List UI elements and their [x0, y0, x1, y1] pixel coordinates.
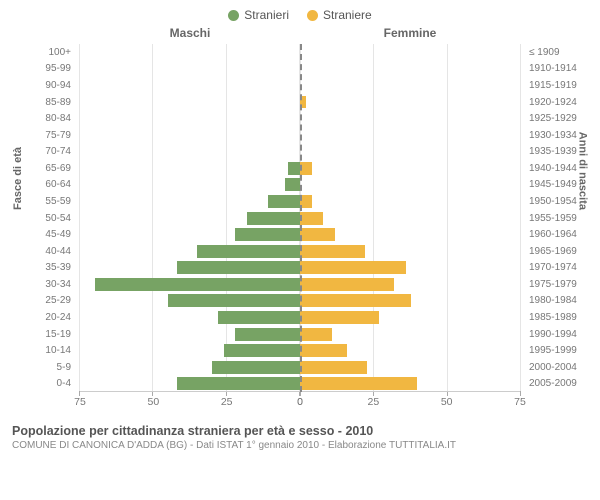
year-label: 1985-1989 — [525, 309, 580, 326]
plot-area — [80, 44, 520, 392]
chart-title: Popolazione per cittadinanza straniera p… — [12, 424, 588, 438]
female-bar — [300, 261, 406, 274]
birth-year-labels: ≤ 19091910-19141915-19191920-19241925-19… — [525, 44, 580, 392]
x-tick-label: 75 — [514, 396, 526, 408]
x-tick-label: 50 — [148, 396, 160, 408]
year-label: 1950-1954 — [525, 193, 580, 210]
year-label: 1930-1934 — [525, 127, 580, 144]
age-label: 95-99 — [20, 61, 75, 78]
year-label: 1925-1929 — [525, 110, 580, 127]
year-label: 1915-1919 — [525, 77, 580, 94]
footer: Popolazione per cittadinanza straniera p… — [0, 424, 600, 451]
age-label: 55-59 — [20, 193, 75, 210]
year-label: 2005-2009 — [525, 376, 580, 393]
year-label: 1995-1999 — [525, 342, 580, 359]
x-tick-label: 50 — [441, 396, 453, 408]
age-label: 45-49 — [20, 226, 75, 243]
female-bar — [300, 212, 323, 225]
year-label: 1945-1949 — [525, 177, 580, 194]
x-tick-label: 75 — [74, 396, 86, 408]
age-label: 10-14 — [20, 342, 75, 359]
year-label: 1920-1924 — [525, 94, 580, 111]
male-bar — [285, 178, 300, 191]
male-bar — [218, 311, 300, 324]
age-label: 20-24 — [20, 309, 75, 326]
x-ticks-left: 0255075 — [80, 396, 300, 410]
age-label: 5-9 — [20, 359, 75, 376]
age-label: 80-84 — [20, 110, 75, 127]
female-bar — [300, 328, 332, 341]
age-label: 75-79 — [20, 127, 75, 144]
age-label: 100+ — [20, 44, 75, 61]
female-bar — [300, 245, 365, 258]
legend-male-label: Stranieri — [244, 8, 289, 22]
female-bar — [300, 377, 417, 390]
female-bar — [300, 311, 379, 324]
pyramid-chart: Maschi Femmine Fasce di età Anni di nasc… — [20, 22, 580, 422]
male-bar — [212, 361, 300, 374]
legend-female-label: Straniere — [323, 8, 372, 22]
year-label: 1935-1939 — [525, 143, 580, 160]
x-ticks-right: 2550750 — [300, 396, 520, 410]
male-bar — [268, 195, 300, 208]
top-label-male: Maschi — [20, 26, 300, 40]
female-bar — [300, 361, 367, 374]
legend-male: Stranieri — [228, 8, 289, 22]
age-label: 70-74 — [20, 143, 75, 160]
x-tick-label: 0 — [297, 396, 303, 408]
year-label: 1955-1959 — [525, 210, 580, 227]
legend-female: Straniere — [307, 8, 372, 22]
top-label-female: Femmine — [300, 26, 580, 40]
age-label: 0-4 — [20, 376, 75, 393]
age-label: 60-64 — [20, 177, 75, 194]
legend-male-swatch — [228, 10, 239, 21]
age-group-labels: 100+95-9990-9485-8980-8475-7970-7465-696… — [20, 44, 75, 392]
year-label: 1960-1964 — [525, 226, 580, 243]
year-label: 2000-2004 — [525, 359, 580, 376]
year-label: 1990-1994 — [525, 326, 580, 343]
age-label: 85-89 — [20, 94, 75, 111]
year-label: 1980-1984 — [525, 293, 580, 310]
age-label: 50-54 — [20, 210, 75, 227]
legend-female-swatch — [307, 10, 318, 21]
year-label: 1970-1974 — [525, 260, 580, 277]
age-label: 35-39 — [20, 260, 75, 277]
x-axis-ticks: 0255075 2550750 — [80, 396, 520, 410]
legend: Stranieri Straniere — [0, 0, 600, 22]
male-bar — [177, 261, 300, 274]
age-label: 25-29 — [20, 293, 75, 310]
male-bar — [235, 228, 300, 241]
year-label: 1910-1914 — [525, 61, 580, 78]
male-bar — [95, 278, 300, 291]
year-label: ≤ 1909 — [525, 44, 580, 61]
chart-subtitle: COMUNE DI CANONICA D'ADDA (BG) - Dati IS… — [12, 440, 588, 451]
male-bar — [177, 377, 300, 390]
female-bar — [300, 294, 411, 307]
male-bar — [197, 245, 300, 258]
female-bar — [300, 228, 335, 241]
male-bar — [288, 162, 300, 175]
top-labels: Maschi Femmine — [20, 26, 580, 40]
age-label: 90-94 — [20, 77, 75, 94]
gridline — [520, 44, 521, 392]
center-axis — [300, 44, 302, 392]
x-tick-label: 25 — [367, 396, 379, 408]
year-label: 1940-1944 — [525, 160, 580, 177]
age-label: 15-19 — [20, 326, 75, 343]
age-label: 30-34 — [20, 276, 75, 293]
male-bar — [168, 294, 300, 307]
male-bar — [224, 344, 300, 357]
age-label: 40-44 — [20, 243, 75, 260]
female-bar — [300, 278, 394, 291]
year-label: 1975-1979 — [525, 276, 580, 293]
x-tick-label: 25 — [221, 396, 233, 408]
age-label: 65-69 — [20, 160, 75, 177]
female-bar — [300, 344, 347, 357]
male-bar — [235, 328, 300, 341]
male-bar — [247, 212, 300, 225]
year-label: 1965-1969 — [525, 243, 580, 260]
